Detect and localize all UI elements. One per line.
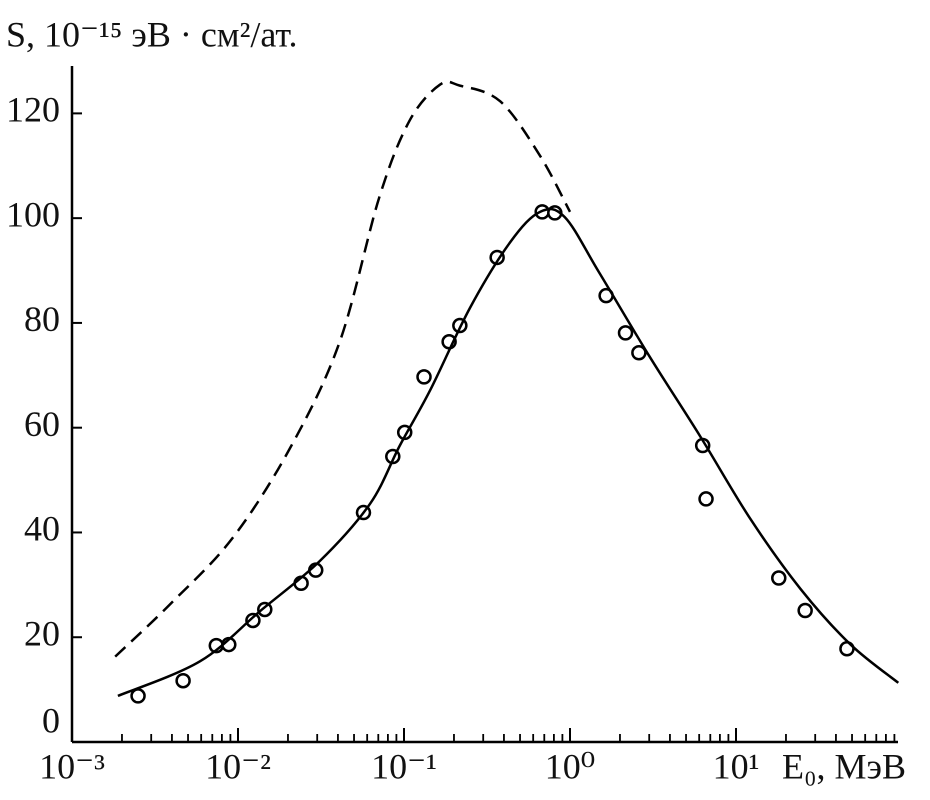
fit-curve <box>117 207 900 698</box>
data-point <box>631 345 647 361</box>
y-tick-label: 100 <box>6 194 60 234</box>
dashed-curve <box>114 80 572 658</box>
y-tick-label: 40 <box>24 509 60 549</box>
data-point <box>797 602 813 619</box>
data-point <box>257 601 273 618</box>
y-tick-label: 80 <box>24 299 60 339</box>
y-tick-label: 20 <box>24 613 60 653</box>
data-point <box>245 612 261 629</box>
data-point <box>771 570 787 586</box>
y-axis-title: S, 10⁻¹⁵ эВ · см²/ат. <box>6 14 297 54</box>
x-tick-label: 10⁻³ <box>39 746 105 786</box>
x-tick-label: 10⁻¹ <box>371 746 437 786</box>
x-tick-label: 10⁻² <box>205 746 271 786</box>
y-tick-label: 60 <box>24 404 60 444</box>
x-axis-title: E₀, МэВ <box>782 746 906 786</box>
y-tick-label: 0 <box>42 700 60 740</box>
data-point <box>617 325 634 341</box>
data-point <box>130 688 146 704</box>
data-point <box>175 672 191 689</box>
x-tick-label: 10⁰ <box>545 746 595 786</box>
data-point <box>416 369 432 385</box>
data-point <box>698 491 714 507</box>
x-tick-label: 10¹ <box>713 746 760 786</box>
y-tick-label: 120 <box>6 90 60 130</box>
